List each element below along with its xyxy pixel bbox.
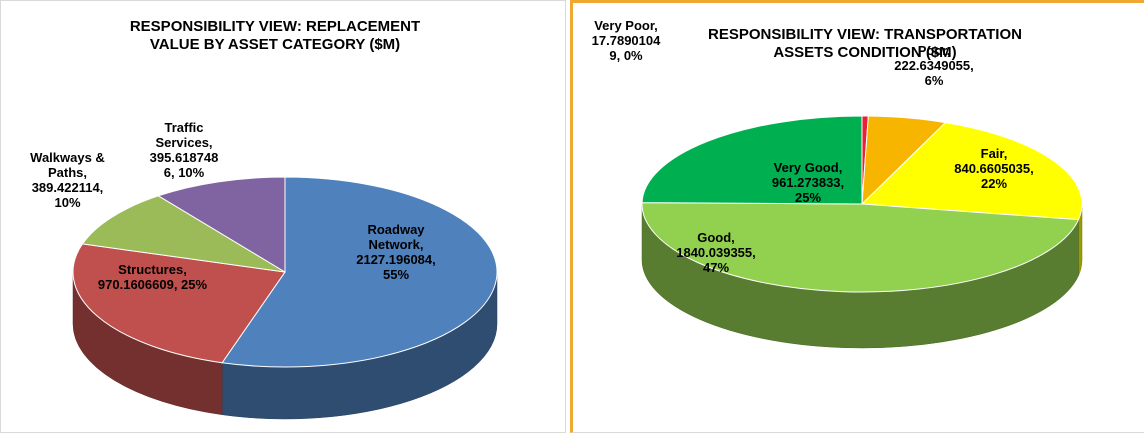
slice: Roadway Network [221,176,498,368]
data-label: Structures, 970.1606609, 25% [97,262,208,292]
slice: Structures [72,243,286,364]
slice: Very Good [641,115,863,205]
data-label: Poor, 222.6349055, 6% [894,43,974,88]
data-label: Fair, 840.6605035, 22% [954,146,1034,191]
data-label: Traffic Services, 395.6187486, 10% [149,120,219,180]
data-label: Good, 1840.039355, 47% [676,230,756,275]
chart-panel [0,0,566,433]
data-label: Roadway Network, 2127.196084, 55% [356,222,436,282]
data-label: Very Poor, 17.78901049, 0% [591,18,661,63]
chart-panel [570,0,1144,433]
data-label: Very Good, 961.273833, 25% [771,160,845,205]
chart-title: RESPONSIBILITY VIEW: TRANSPORTATION ASSE… [708,26,1022,61]
slice: Fair [860,122,1083,221]
slice: Traffic Services [157,176,286,273]
data-label: Walkways & Paths, 389.422114, 10% [30,150,105,210]
chart-title: RESPONSIBILITY VIEW: REPLACEMENT VALUE B… [129,18,421,53]
slice: Good [641,202,1080,293]
slice: Walkways & Paths [81,195,286,273]
